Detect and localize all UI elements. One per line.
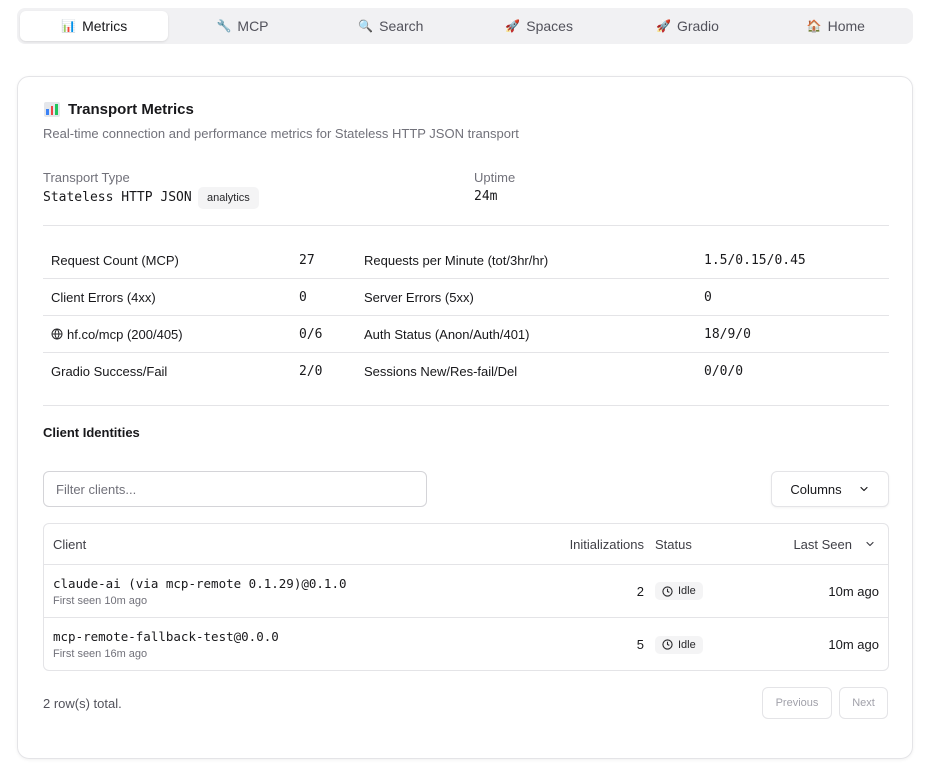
- bar-chart-icon: 📊: [61, 19, 77, 33]
- metric-value: 0/6: [299, 326, 323, 342]
- metrics-row: hf.co/mcp (200/405) 0/6 Auth Status (Ano…: [43, 316, 889, 353]
- tab-mcp[interactable]: 🔧 MCP: [168, 11, 316, 41]
- metric-label: Server Errors (5xx): [364, 289, 474, 305]
- status-badge: Idle: [655, 582, 703, 600]
- metric-value: 0: [704, 289, 712, 305]
- previous-button[interactable]: Previous: [762, 687, 832, 719]
- client-name: claude-ai (via mcp-remote 0.1.29)@0.1.0: [53, 575, 347, 591]
- client-last-seen: 10m ago: [828, 637, 879, 652]
- metric-value: 0/0/0: [704, 364, 744, 379]
- tab-search[interactable]: 🔍 Search: [317, 11, 465, 41]
- clock-icon: [662, 585, 673, 597]
- column-header-status: Status: [655, 536, 692, 552]
- metric-value: 1.5/0.15/0.45: [704, 252, 806, 268]
- rocket-icon: 🚀: [505, 19, 521, 33]
- analytics-badge: analytics: [198, 187, 259, 209]
- metrics-row: Gradio Success/Fail 2/0 Sessions New/Res…: [43, 353, 889, 390]
- metrics-row: Client Errors (4xx) 0 Server Errors (5xx…: [43, 279, 889, 316]
- metrics-row: Request Count (MCP) 27 Requests per Minu…: [43, 242, 889, 279]
- uptime-label: Uptime: [474, 170, 516, 185]
- magnifier-icon: 🔍: [358, 19, 374, 33]
- metric-label: Gradio Success/Fail: [51, 364, 168, 379]
- client-initializations: 5: [636, 637, 644, 652]
- transport-metrics-card: Transport Metrics Real-time connection a…: [17, 76, 913, 759]
- tab-gradio[interactable]: 🚀 Gradio: [613, 11, 761, 41]
- tab-bar: 📊 Metrics 🔧 MCP 🔍 Search 🚀 Spaces 🚀 Grad…: [17, 8, 913, 44]
- tab-label: MCP: [237, 18, 269, 34]
- metric-value: 0: [299, 289, 307, 305]
- house-icon: 🏠: [806, 19, 822, 33]
- metric-label: Client Errors (4xx): [51, 289, 156, 305]
- table-row: mcp-remote-fallback-test@0.0.0 First see…: [44, 618, 888, 670]
- columns-button-label: Columns: [790, 481, 842, 497]
- table-row: claude-ai (via mcp-remote 0.1.29)@0.1.0 …: [44, 565, 888, 618]
- client-name: mcp-remote-fallback-test@0.0.0: [53, 629, 279, 644]
- wrench-icon: 🔧: [216, 19, 232, 33]
- bar-chart-icon: [44, 102, 60, 117]
- tab-label: Spaces: [526, 18, 573, 34]
- column-header-last-seen[interactable]: Last Seen: [759, 537, 888, 552]
- rocket-icon: 🚀: [655, 19, 671, 33]
- chevron-down-icon[interactable]: [864, 538, 876, 550]
- globe-icon: [51, 328, 63, 340]
- metric-value: 2/0: [299, 364, 323, 379]
- client-initializations: 2: [636, 583, 644, 599]
- metric-value: 27: [299, 252, 315, 268]
- status-badge: Idle: [655, 635, 703, 654]
- status-text: Idle: [678, 585, 696, 597]
- column-header-initializations: Initializations: [569, 536, 644, 552]
- status-text: Idle: [678, 638, 696, 651]
- tab-spaces[interactable]: 🚀 Spaces: [465, 11, 613, 41]
- tab-metrics[interactable]: 📊 Metrics: [20, 11, 169, 41]
- metric-value: 18/9/0: [704, 326, 751, 342]
- transport-type-label: Transport Type: [43, 170, 130, 185]
- client-identities-title: Client Identities: [43, 425, 140, 440]
- chevron-down-icon: [860, 486, 868, 492]
- next-button[interactable]: Next: [839, 687, 888, 719]
- tab-label: Search: [379, 18, 424, 34]
- metric-label: Auth Status (Anon/Auth/401): [364, 326, 530, 342]
- client-first-seen: First seen 10m ago: [53, 594, 148, 607]
- tab-home[interactable]: 🏠 Home: [762, 11, 910, 41]
- metric-label: Sessions New/Res-fail/Del: [364, 364, 518, 379]
- tab-label: Metrics: [82, 18, 128, 34]
- card-title-text: Transport Metrics: [68, 101, 194, 118]
- filter-clients-input[interactable]: [43, 471, 427, 507]
- clients-table: Client Initializations Status Last Seen …: [43, 523, 889, 671]
- card-title: Transport Metrics: [44, 101, 194, 118]
- last-seen-label: Last Seen: [793, 536, 852, 552]
- client-last-seen: 10m ago: [828, 583, 879, 599]
- clock-icon: [662, 639, 673, 650]
- metric-label: hf.co/mcp (200/405): [67, 326, 183, 342]
- rows-total: 2 row(s) total.: [43, 696, 122, 711]
- metric-label: Requests per Minute (tot/3hr/hr): [364, 252, 549, 268]
- card-subtitle: Real-time connection and performance met…: [43, 126, 519, 141]
- client-first-seen: First seen 16m ago: [53, 648, 148, 660]
- metric-label: Request Count (MCP): [51, 252, 179, 268]
- divider: [43, 225, 889, 226]
- metrics-table: Request Count (MCP) 27 Requests per Minu…: [43, 242, 889, 390]
- columns-button[interactable]: Columns: [771, 471, 889, 507]
- column-header-client: Client: [53, 536, 87, 552]
- transport-type-value: Stateless HTTP JSON: [43, 190, 192, 205]
- divider: [43, 405, 889, 406]
- uptime-value: 24m: [474, 189, 498, 204]
- tab-label: Gradio: [676, 18, 719, 34]
- table-header: Client Initializations Status Last Seen: [44, 524, 888, 565]
- tab-label: Home: [827, 18, 865, 34]
